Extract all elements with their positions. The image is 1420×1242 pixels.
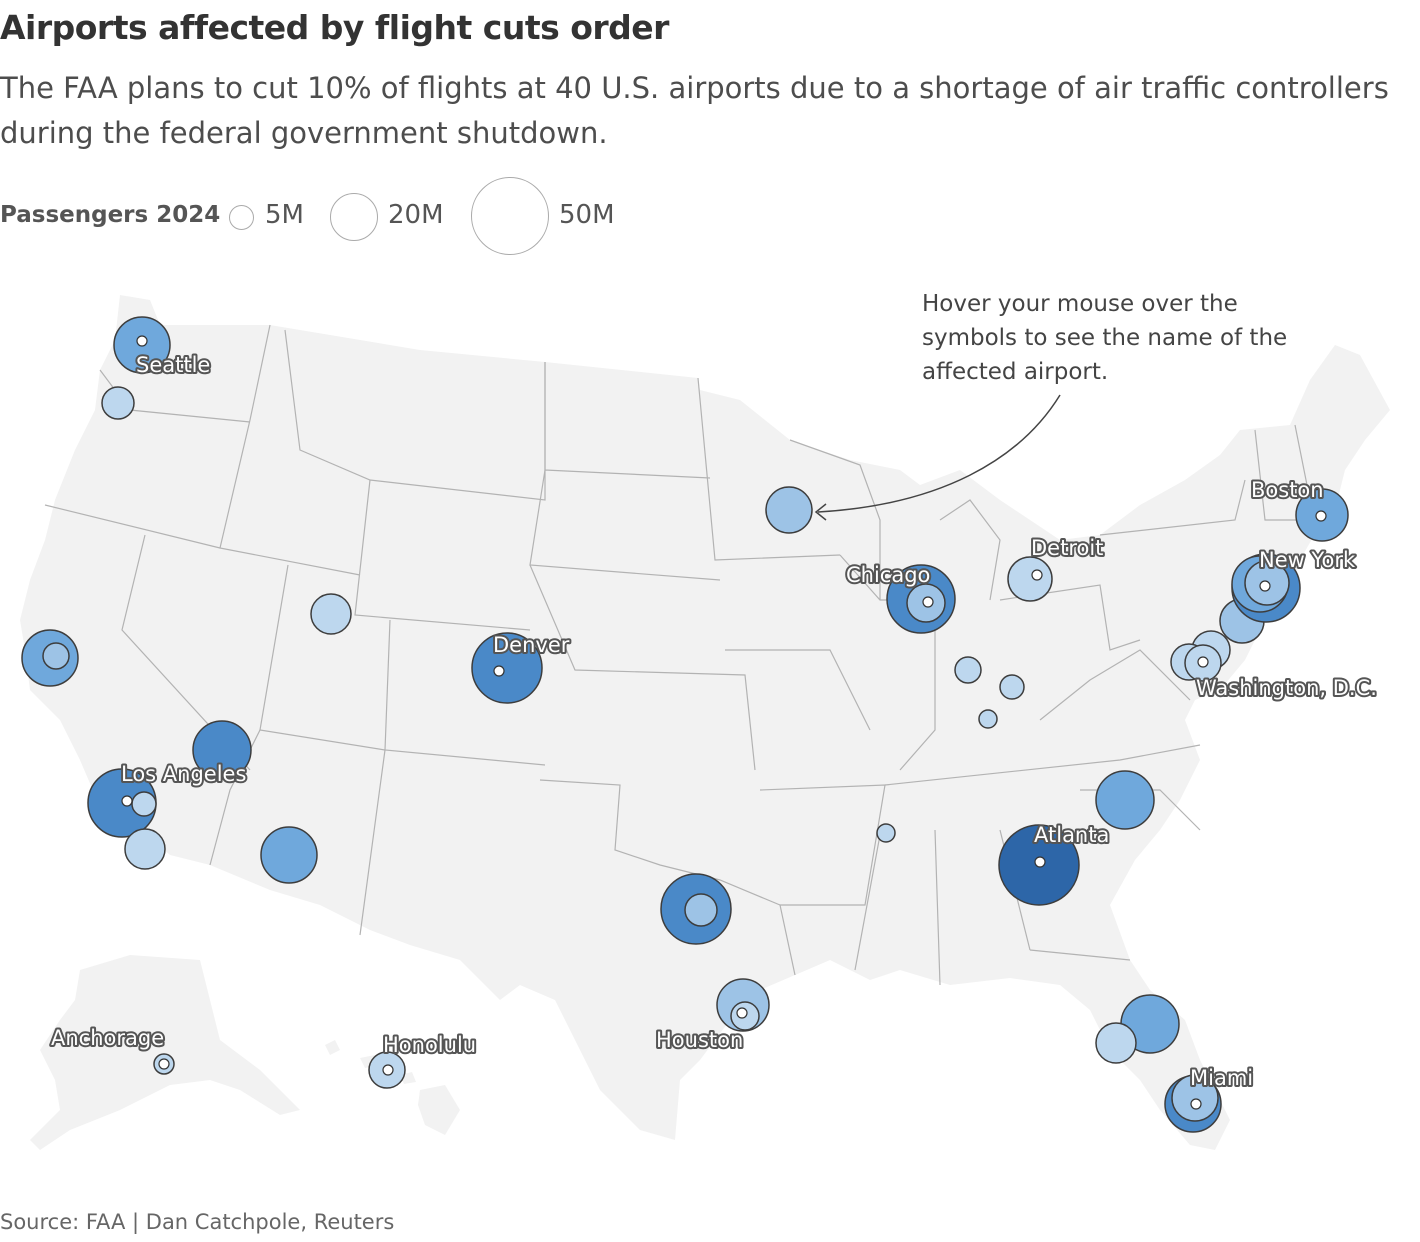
airport-bubble-denver[interactable] xyxy=(471,632,543,704)
border-id xyxy=(219,324,361,576)
airport-bubble-cincinnati[interactable] xyxy=(999,674,1025,700)
contiguous-us-land xyxy=(20,295,1390,1150)
land-layer xyxy=(20,295,1390,1150)
city-dot-los-angeles xyxy=(121,795,133,807)
border-ia-mo xyxy=(725,649,871,731)
annotation-arrow-head xyxy=(814,503,827,521)
city-label-washington: Washington, D.C. xyxy=(1196,676,1377,700)
source-note: Source: FAA | Dan Catchpole, Reuters xyxy=(0,1210,395,1234)
border-oh-pa xyxy=(999,584,1141,651)
city-label-atlanta: Atlanta xyxy=(1034,823,1109,847)
city-dot-chicago xyxy=(922,596,934,608)
border-or-ca xyxy=(44,504,221,549)
hover-annotation: Hover your mouse over the symbols to see… xyxy=(922,291,1288,385)
border-new-england xyxy=(1254,424,1311,521)
legend-circle-50m xyxy=(471,177,549,255)
border-wi-mi xyxy=(789,439,1001,601)
border-ok-tx xyxy=(539,779,781,906)
airport-bubble-louisville[interactable] xyxy=(978,709,998,729)
city-label-new-york: New York xyxy=(1259,548,1356,572)
city-label-detroit: Detroit xyxy=(1031,536,1103,560)
legend-circle-20m xyxy=(330,193,378,241)
airport-bubble-charlotte[interactable] xyxy=(1095,770,1155,830)
city-label-chicago: Chicago xyxy=(846,563,930,587)
airport-bubble-portland[interactable] xyxy=(101,386,135,420)
airport-bubble-ont[interactable] xyxy=(131,791,157,817)
chart-title: Airports affected by flight cuts order xyxy=(0,8,669,47)
city-label-honolulu: Honolulu xyxy=(383,1033,476,1057)
city-label-denver: Denver xyxy=(493,633,570,657)
city-label-los-angeles: Los Angeles xyxy=(121,762,246,786)
airport-bubble-indianapolis[interactable] xyxy=(954,656,982,684)
city-label-boston: Boston xyxy=(1251,478,1324,502)
border-wy-co xyxy=(354,479,531,631)
border-dakotas xyxy=(529,362,721,581)
hawaii-island-1 xyxy=(325,1040,340,1055)
city-label-miami: Miami xyxy=(1190,1066,1253,1090)
city-dot-new-york xyxy=(1259,580,1271,592)
size-legend: Passengers 2024 5M 20M 50M xyxy=(0,170,700,260)
airport-bubble-minneapolis[interactable] xyxy=(765,486,813,534)
state-borders xyxy=(44,324,1311,986)
border-ny-pa xyxy=(1099,479,1246,536)
airport-bubble-dal[interactable] xyxy=(684,893,718,927)
border-ms-al xyxy=(854,829,941,986)
city-dot-houston xyxy=(736,1007,748,1019)
airport-bubble-memphis[interactable] xyxy=(876,823,896,843)
airport-bubble-salt-lake[interactable] xyxy=(310,593,352,635)
city-dot-boston xyxy=(1315,510,1327,522)
border-nm xyxy=(359,619,546,936)
alaska-land xyxy=(30,955,300,1150)
city-dot-atlanta xyxy=(1034,856,1046,868)
legend-title: Passengers 2024 xyxy=(0,202,221,228)
airport-bubble-detroit[interactable] xyxy=(1007,556,1053,602)
legend-label-20m: 20M xyxy=(388,200,444,230)
city-label-seattle: Seattle xyxy=(136,353,210,377)
city-dot-miami xyxy=(1190,1098,1202,1110)
border-ar-la xyxy=(759,784,886,976)
border-ky-tn xyxy=(884,744,1201,786)
city-dot-seattle xyxy=(136,335,148,347)
legend-label-50m: 50M xyxy=(559,200,615,230)
city-label-houston: Houston xyxy=(656,1028,743,1052)
city-dot-denver xyxy=(493,665,505,677)
airport-bubble-oak[interactable] xyxy=(42,642,70,670)
city-label-anchorage: Anchorage xyxy=(51,1026,164,1050)
city-dot-washington xyxy=(1197,656,1209,668)
airport-bubble-phoenix[interactable] xyxy=(260,826,318,884)
hawaii-island-4 xyxy=(418,1085,460,1135)
airport-bubble-fll[interactable] xyxy=(1171,1074,1219,1122)
airport-bubble-tampa[interactable] xyxy=(1095,1022,1137,1064)
airport-bubble-las-vegas[interactable] xyxy=(192,720,252,780)
legend-label-5m: 5M xyxy=(265,200,304,230)
airport-bubble-san[interactable] xyxy=(124,828,166,870)
annotation-arrow xyxy=(814,394,1061,521)
border-va-wv xyxy=(1039,649,1191,721)
border-mn-ia xyxy=(697,377,841,561)
city-dot-honolulu xyxy=(382,1064,394,1076)
border-ne-ks xyxy=(529,564,756,771)
city-labels: Seattle Boston New York Detroit Chicago … xyxy=(49,351,1379,1092)
city-dot-detroit xyxy=(1031,569,1043,581)
city-dots xyxy=(121,335,1327,1110)
legend-circle-5m xyxy=(229,205,254,230)
chart-subtitle: The FAA plans to cut 10% of flights at 4… xyxy=(0,71,1389,150)
border-ca-nv xyxy=(121,534,251,771)
annotation-arrow-line xyxy=(817,394,1061,513)
city-dot-anchorage xyxy=(158,1058,170,1070)
